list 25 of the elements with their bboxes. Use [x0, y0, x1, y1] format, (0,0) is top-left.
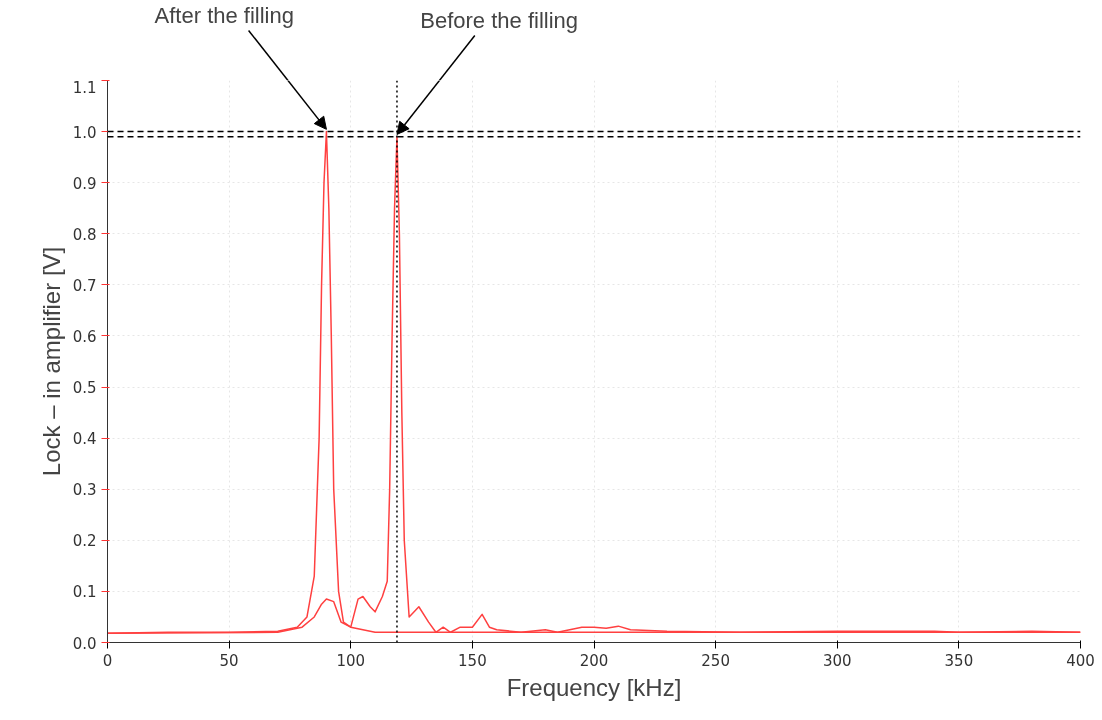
y-axis-title: Lock – in amplifier [V]: [37, 246, 65, 477]
y-tick-label: 0.0: [72, 634, 97, 653]
annotation: Before the filling: [420, 7, 579, 33]
y-tick-label: 0.7: [72, 276, 97, 295]
y-tick-label: 1.0: [72, 123, 97, 142]
x-tick-label: 100: [336, 651, 366, 670]
y-tick-label: 0.5: [72, 379, 97, 398]
y-tick-label: 0.2: [72, 532, 97, 551]
x-tick-label: 400: [1066, 651, 1095, 670]
y-tick-label: 0.6: [72, 327, 97, 346]
x-tick-label: 150: [458, 651, 487, 670]
annotation: After the filling: [154, 2, 294, 28]
x-tick-label: 350: [944, 651, 974, 670]
y-tick-label: 0.3: [72, 481, 97, 500]
y-tick-label: 1.1: [72, 78, 97, 97]
x-tick-label: 250: [701, 651, 730, 670]
x-tick-label: 50: [219, 651, 239, 670]
y-tick-label: 0.1: [72, 583, 97, 602]
y-tick-label: 0.8: [72, 225, 97, 244]
x-tick-label: 200: [579, 651, 609, 670]
x-axis-title: Frequency [kHz]: [506, 673, 682, 701]
y-tick-label: 0.9: [72, 174, 97, 193]
y-tick-label: 0.4: [72, 430, 97, 449]
x-tick-label: 0: [102, 651, 113, 670]
x-tick-label: 300: [822, 651, 852, 670]
